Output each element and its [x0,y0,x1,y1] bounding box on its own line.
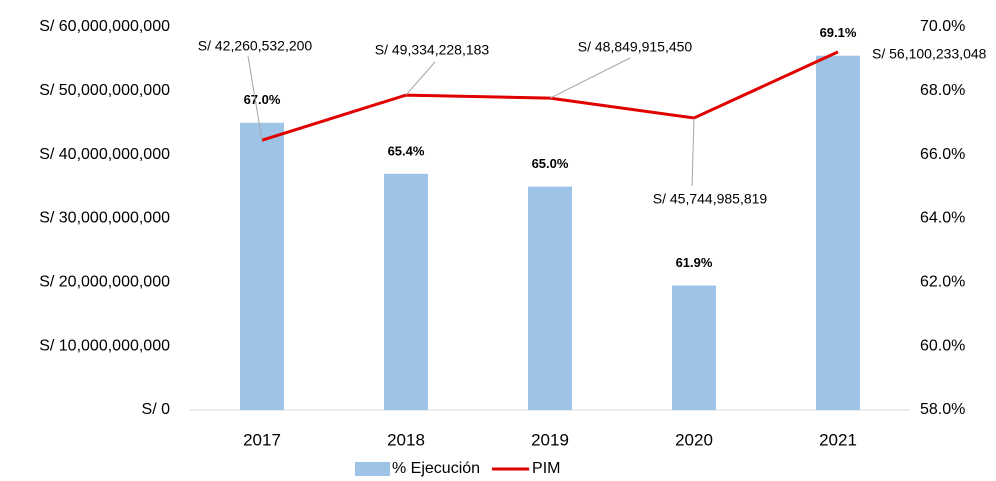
y2-tick-label: 70.0% [920,18,965,35]
bar-label: 61.9% [676,255,713,270]
leader-line [405,61,436,96]
bar-label: 69.1% [820,25,857,40]
bar-label: 65.4% [388,143,425,158]
bar [816,55,860,410]
x-tick-label: 2021 [819,430,857,449]
x-tick-label: 2019 [531,430,569,449]
bar [240,122,284,410]
line-label: S/ 42,260,532,200 [198,38,313,54]
y2-tick-label: 66.0% [920,146,965,163]
x-tick-label: 2020 [675,430,713,449]
legend-label: PIM [532,460,560,477]
y-tick-label: S/ 10,000,000,000 [39,337,170,354]
legend-swatch [355,462,390,476]
bar [384,173,428,410]
bar [672,285,716,410]
line [261,50,839,142]
y2-tick-label: 58.0% [920,401,965,418]
y-tick-label: S/ 50,000,000,000 [39,82,170,99]
legend-label: % Ejecución [392,460,480,477]
y2-tick-label: 60.0% [920,337,965,354]
y-tick-label: S/ 60,000,000,000 [39,18,170,35]
line-label: S/ 45,744,985,819 [653,191,768,207]
x-tick-label: 2018 [387,430,425,449]
bar-label: 67.0% [244,92,281,107]
line-label: S/ 49,334,228,183 [375,42,490,58]
x-tick-label: 2017 [243,430,281,449]
y-tick-label: S/ 30,000,000,000 [39,210,170,227]
bar-label: 65.0% [532,156,569,171]
y2-tick-label: 62.0% [920,274,965,291]
y2-tick-label: 68.0% [920,82,965,99]
y-tick-label: S/ 20,000,000,000 [39,274,170,291]
y-tick-label: S/ 0 [142,401,171,418]
line-label: S/ 56,100,233,048 [872,46,987,62]
line-label: S/ 48,849,915,450 [578,39,693,55]
y2-tick-label: 64.0% [920,210,965,227]
bar [528,186,572,410]
leader-line [691,117,695,187]
leader-line [549,57,631,99]
leader-line [247,55,263,141]
y-tick-label: S/ 40,000,000,000 [39,146,170,163]
